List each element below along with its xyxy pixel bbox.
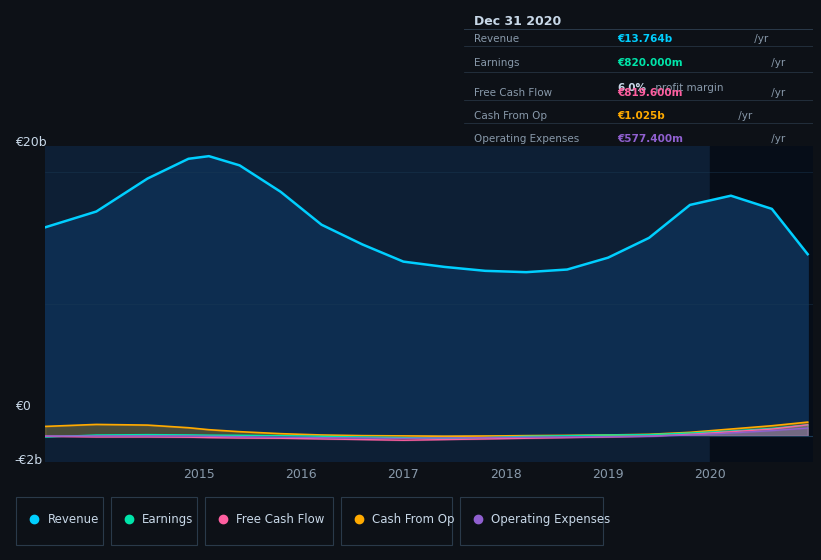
Text: Operating Expenses: Operating Expenses (491, 513, 610, 526)
Text: €13.764b: €13.764b (617, 34, 672, 44)
Text: Cash From Op: Cash From Op (372, 513, 454, 526)
Text: Earnings: Earnings (142, 513, 194, 526)
Text: -€2b: -€2b (15, 454, 43, 467)
Text: /yr: /yr (768, 58, 786, 68)
Text: €0: €0 (15, 399, 30, 413)
Text: /yr: /yr (751, 34, 768, 44)
Text: Dec 31 2020: Dec 31 2020 (475, 15, 562, 28)
Text: /yr: /yr (735, 111, 752, 120)
Bar (710, 146, 813, 462)
Text: €20b: €20b (15, 136, 47, 150)
Text: profit margin: profit margin (653, 83, 724, 93)
Text: Revenue: Revenue (48, 513, 99, 526)
Text: Cash From Op: Cash From Op (475, 111, 548, 120)
Text: /yr: /yr (768, 134, 786, 144)
Text: €577.400m: €577.400m (617, 134, 683, 144)
Text: Free Cash Flow: Free Cash Flow (475, 87, 553, 97)
Text: 6.0%: 6.0% (617, 83, 646, 93)
Text: Earnings: Earnings (475, 58, 520, 68)
Text: €820.000m: €820.000m (617, 58, 683, 68)
Text: Operating Expenses: Operating Expenses (475, 134, 580, 144)
Text: /yr: /yr (768, 87, 786, 97)
Text: Revenue: Revenue (475, 34, 520, 44)
Text: €819.600m: €819.600m (617, 87, 683, 97)
Text: €1.025b: €1.025b (617, 111, 665, 120)
Text: Free Cash Flow: Free Cash Flow (236, 513, 325, 526)
